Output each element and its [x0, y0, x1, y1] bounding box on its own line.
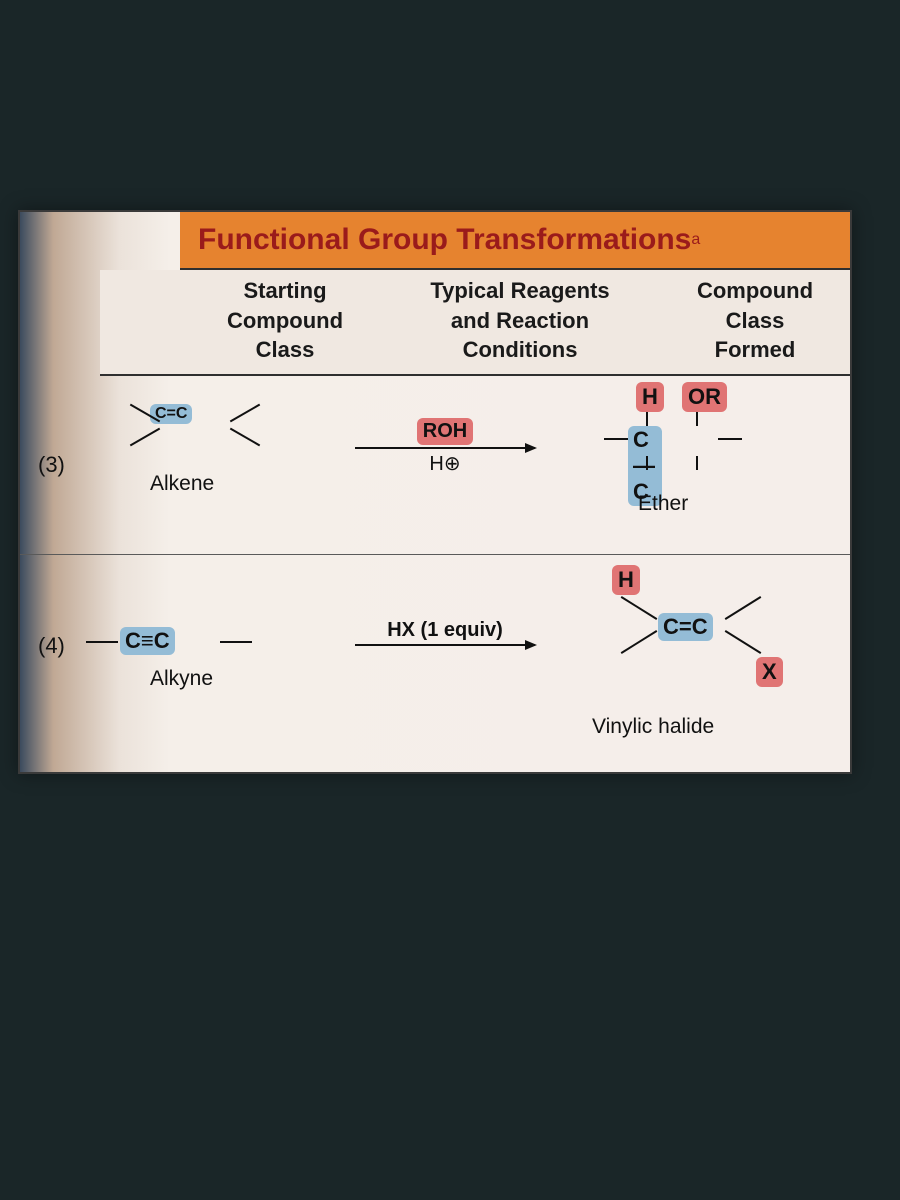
- header-text: StartingCompoundClass: [227, 278, 343, 362]
- header-reagents: Typical Reagentsand ReactionConditions: [390, 270, 650, 374]
- starting-label: Alkyne: [150, 667, 213, 691]
- arrow-line-icon: [355, 447, 535, 449]
- page: Functional Group Transformationsa Starti…: [18, 210, 852, 774]
- row-number: (4): [38, 633, 65, 659]
- table-header-row: StartingCompoundClass Typical Reagentsan…: [100, 270, 850, 376]
- sub-OR: OR: [682, 382, 727, 412]
- starting-structure-alkyne: C≡C: [120, 627, 175, 655]
- reagent-top: HX (1 equiv): [355, 619, 535, 642]
- reagent-top: ROH: [417, 418, 473, 445]
- core-CC: C=C: [658, 613, 713, 641]
- table-row: (4) C≡C Alkyne HX (1 equiv) H C=C X Viny: [20, 555, 850, 773]
- table-row: (3) C=C Alkene ROH H⊕ H OR C—C: [20, 374, 850, 555]
- starting-structure-alkene: C=C: [150, 404, 192, 424]
- formula-highlight: C≡C: [120, 627, 175, 655]
- header-starting-compound: StartingCompoundClass: [180, 270, 390, 374]
- row-number: (3): [38, 452, 65, 478]
- reaction-arrow: ROH H⊕: [355, 418, 535, 476]
- header-spacer: [100, 270, 180, 374]
- sub-H: H: [612, 565, 640, 595]
- header-text: Typical Reagentsand ReactionConditions: [430, 278, 609, 362]
- section-title-bar: Functional Group Transformationsa: [180, 212, 850, 270]
- table-body: (3) C=C Alkene ROH H⊕ H OR C—C: [20, 374, 850, 772]
- title-superscript: a: [691, 231, 700, 249]
- reagent-bottom: H⊕: [355, 451, 535, 476]
- product-label: Vinylic halide: [592, 715, 714, 739]
- sub-X: X: [756, 657, 783, 687]
- starting-label: Alkene: [150, 472, 214, 496]
- reaction-arrow: HX (1 equiv): [355, 619, 535, 648]
- sub-H: H: [636, 382, 664, 412]
- product-label: Ether: [638, 492, 688, 516]
- arrow-line-icon: [355, 644, 535, 646]
- section-title: Functional Group Transformations: [198, 223, 691, 257]
- header-text: CompoundClassFormed: [697, 278, 813, 362]
- header-product: CompoundClassFormed: [650, 270, 860, 374]
